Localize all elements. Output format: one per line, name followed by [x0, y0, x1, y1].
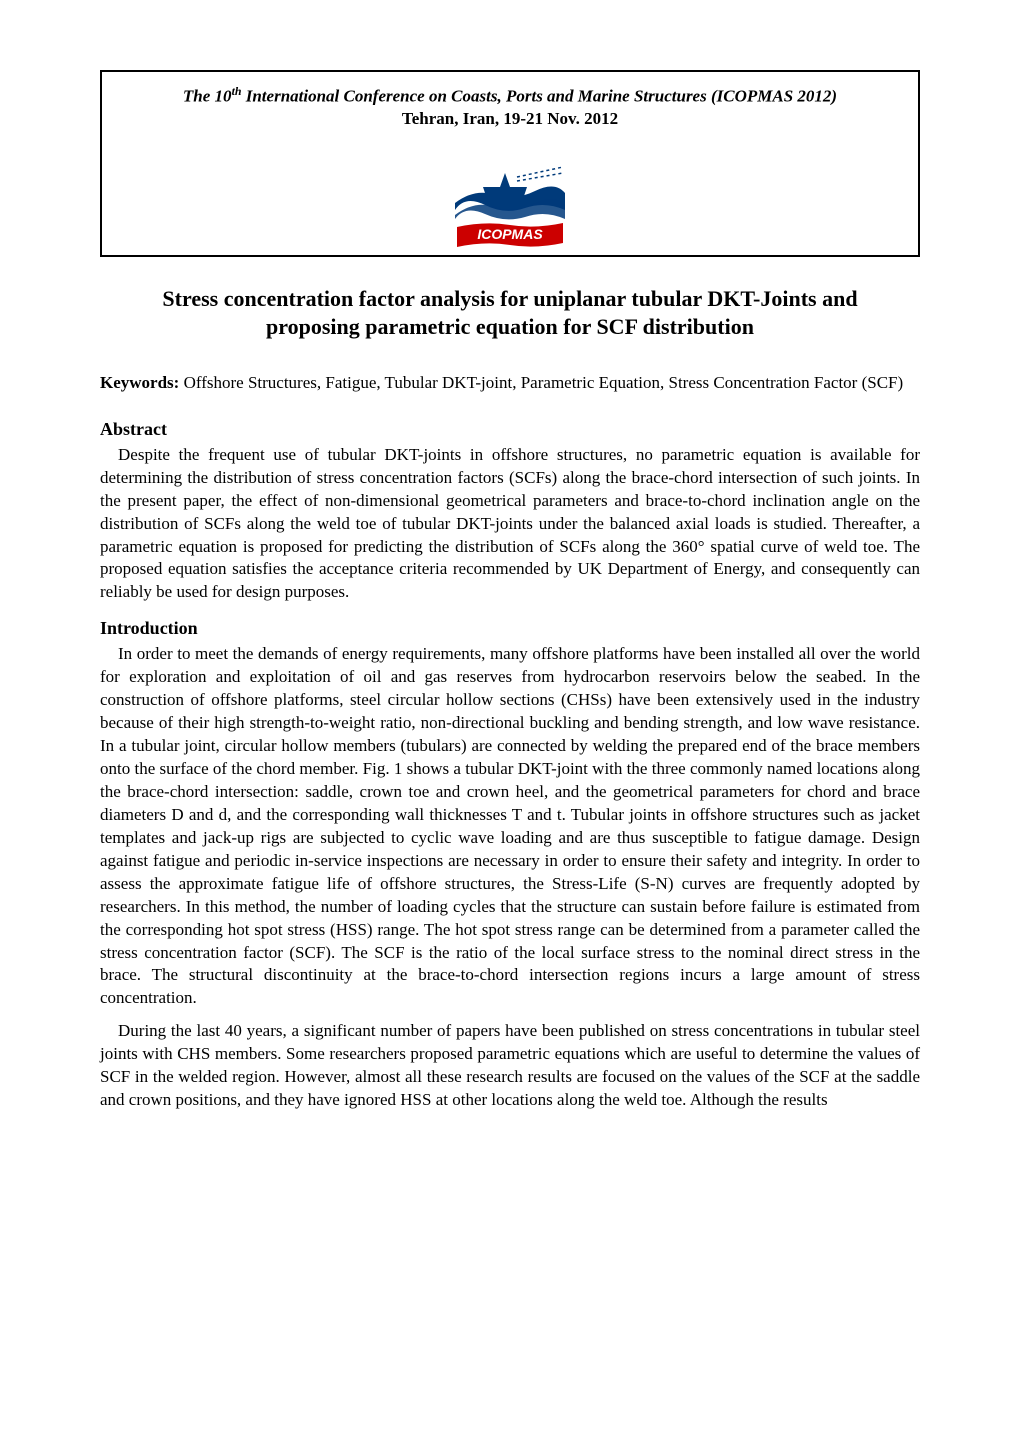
- conference-location-date: Tehran, Iran, 19-21 Nov. 2012: [122, 109, 898, 129]
- keywords-text: Offshore Structures, Fatigue, Tubular DK…: [179, 373, 903, 392]
- abstract-paragraph: Despite the frequent use of tubular DKT-…: [100, 444, 920, 605]
- abstract-section: Abstract Despite the frequent use of tub…: [100, 419, 920, 605]
- introduction-paragraph-1: In order to meet the demands of energy r…: [100, 643, 920, 1010]
- keywords-label: Keywords:: [100, 373, 179, 392]
- paper-title: Stress concentration factor analysis for…: [120, 285, 900, 342]
- logo-line2-icon: [517, 173, 563, 181]
- logo-line-icon: [517, 167, 563, 177]
- logo-container: ICOPMAS: [122, 143, 898, 255]
- introduction-heading: Introduction: [100, 618, 920, 639]
- conf-super: th: [232, 84, 242, 98]
- icopmas-logo: ICOPMAS: [445, 143, 575, 253]
- introduction-section: Introduction In order to meet the demand…: [100, 618, 920, 1112]
- conference-title-line: The 10th International Conference on Coa…: [122, 84, 898, 107]
- introduction-paragraph-2: During the last 40 years, a significant …: [100, 1020, 920, 1112]
- logo-text: ICOPMAS: [477, 226, 543, 242]
- abstract-heading: Abstract: [100, 419, 920, 440]
- conference-header-box: The 10th International Conference on Coa…: [100, 70, 920, 257]
- conf-rest: International Conference on Coasts, Port…: [241, 87, 837, 106]
- logo-ship-icon: [483, 173, 527, 199]
- conf-prefix: The 10: [183, 87, 232, 106]
- keywords-line: Keywords: Offshore Structures, Fatigue, …: [100, 372, 920, 395]
